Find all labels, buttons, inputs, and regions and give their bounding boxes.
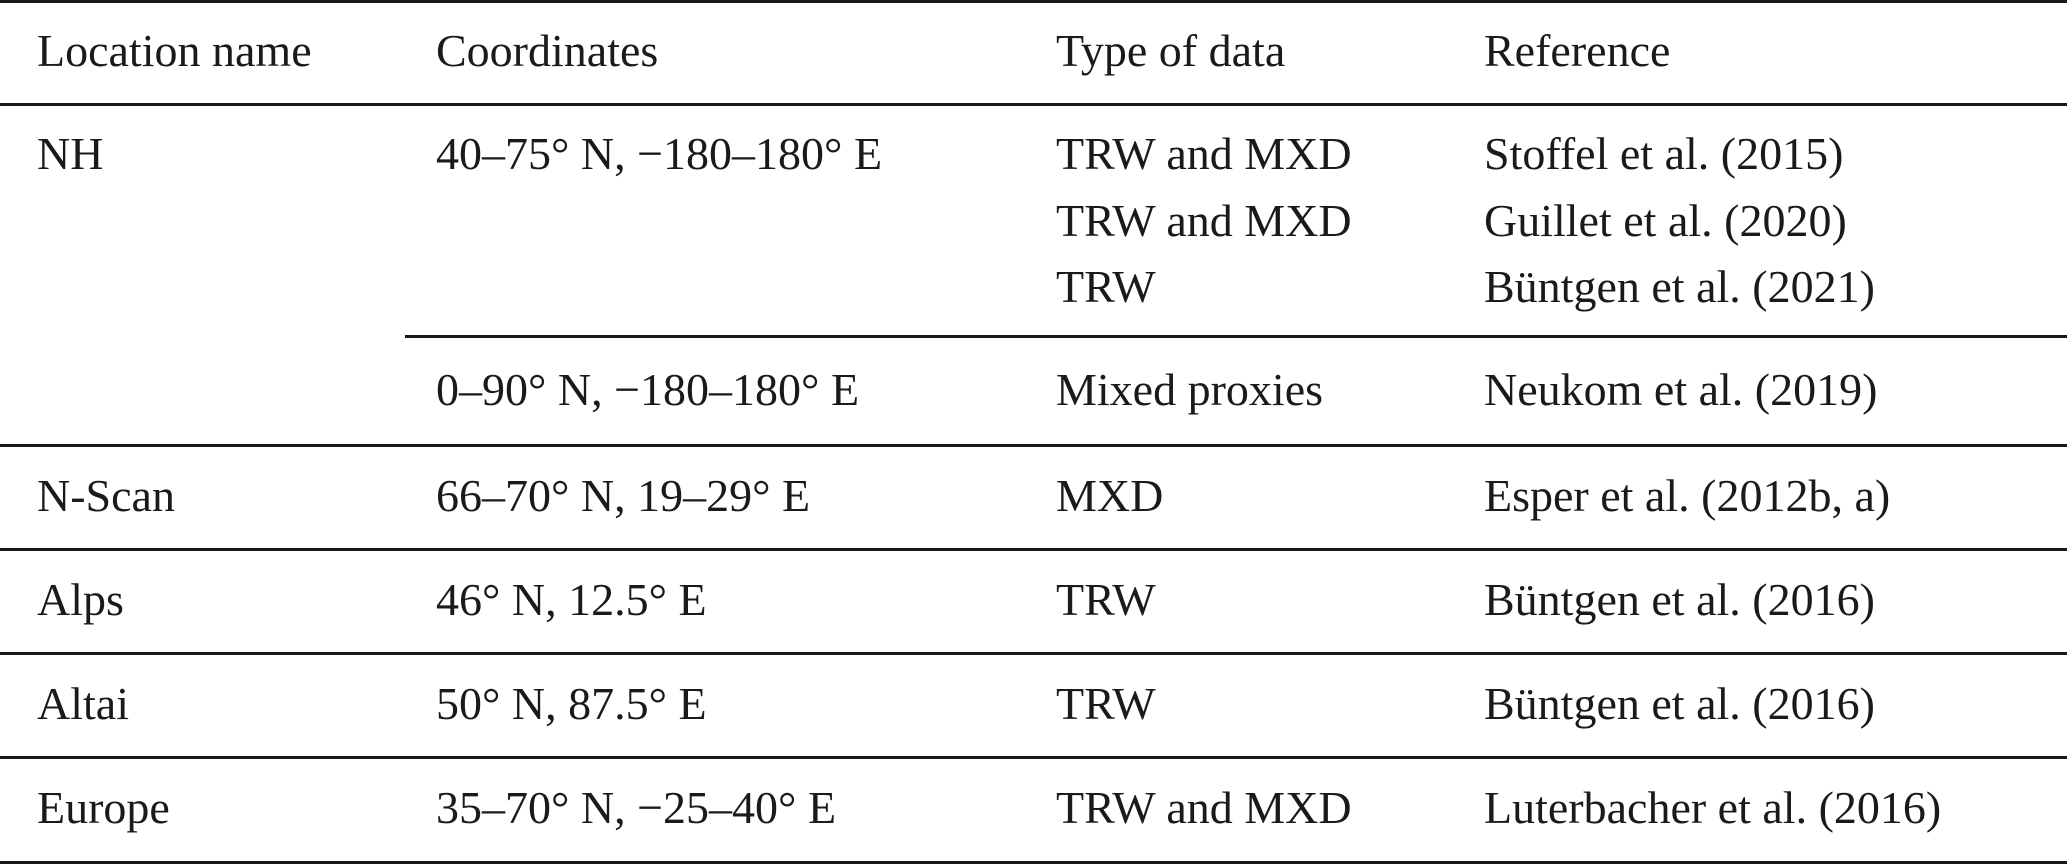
type-cell: TRW and MXD	[1056, 195, 1352, 246]
coordinates-cell: 66–70° N, 19–29° E	[436, 470, 811, 521]
location-cell: NH	[37, 128, 104, 179]
coordinates-cell: 50° N, 87.5° E	[436, 678, 707, 729]
type-cell: MXD	[1056, 470, 1164, 521]
coordinates-cell: 35–70° N, −25–40° E	[436, 782, 837, 833]
row-rule	[0, 444, 2067, 447]
coordinates-cell: 40–75° N, −180–180° E	[436, 128, 883, 179]
type-cell: Mixed proxies	[1056, 364, 1324, 415]
type-cell: TRW	[1056, 261, 1156, 312]
row-rule	[0, 548, 2067, 551]
location-cell: Alps	[37, 574, 124, 625]
row-rule	[0, 756, 2067, 759]
header-reference: Reference	[1484, 25, 1671, 76]
reference-cell: Guillet et al. (2020)	[1484, 195, 1847, 246]
header-location: Location name	[37, 25, 312, 76]
top-rule	[0, 0, 2067, 3]
reference-cell: Esper et al. (2012b, a)	[1484, 470, 1891, 521]
coordinates-cell: 0–90° N, −180–180° E	[436, 364, 860, 415]
header-rule	[0, 103, 2067, 106]
type-cell: TRW	[1056, 678, 1156, 729]
reference-cell: Büntgen et al. (2021)	[1484, 261, 1875, 312]
row-rule	[0, 652, 2067, 655]
reference-cell: Büntgen et al. (2016)	[1484, 678, 1875, 729]
reference-cell: Stoffel et al. (2015)	[1484, 128, 1844, 179]
reference-cell: Neukom et al. (2019)	[1484, 364, 1878, 415]
location-cell: Altai	[37, 678, 129, 729]
type-cell: TRW and MXD	[1056, 782, 1352, 833]
type-cell: TRW	[1056, 574, 1156, 625]
nh-inner-rule	[405, 335, 2067, 338]
header-coordinates: Coordinates	[436, 25, 659, 76]
location-cell: Europe	[37, 782, 170, 833]
coordinates-cell: 46° N, 12.5° E	[436, 574, 707, 625]
bottom-rule	[0, 861, 2067, 864]
location-cell: N-Scan	[37, 470, 175, 521]
reference-cell: Büntgen et al. (2016)	[1484, 574, 1875, 625]
header-type: Type of data	[1056, 25, 1286, 76]
type-cell: TRW and MXD	[1056, 128, 1352, 179]
reference-cell: Luterbacher et al. (2016)	[1484, 782, 1942, 833]
